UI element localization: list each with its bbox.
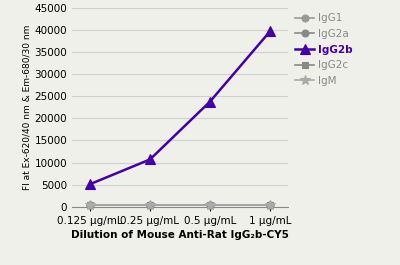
Y-axis label: FI at Ex-620/40 nm & Em-680/30 nm: FI at Ex-620/40 nm & Em-680/30 nm — [23, 25, 32, 190]
Legend: IgG1, IgG2a, IgG2b, IgG2c, IgM: IgG1, IgG2a, IgG2b, IgG2c, IgM — [295, 13, 353, 86]
X-axis label: Dilution of Mouse Anti-Rat IgG₂b-CY5: Dilution of Mouse Anti-Rat IgG₂b-CY5 — [71, 230, 289, 240]
